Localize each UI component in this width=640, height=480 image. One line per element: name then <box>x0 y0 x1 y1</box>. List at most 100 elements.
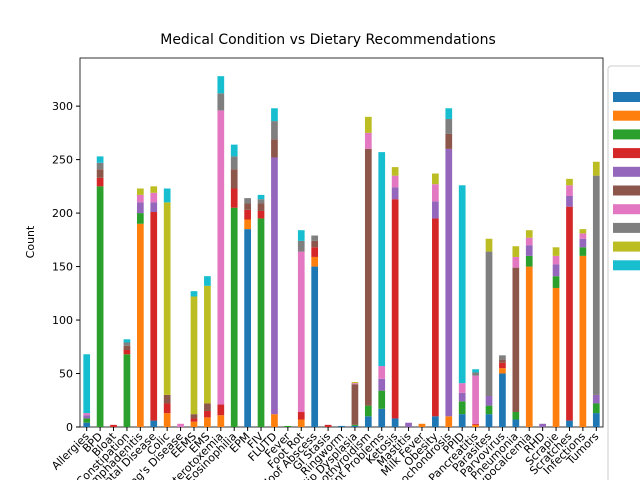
bar-segment <box>351 382 359 384</box>
bar-segment <box>579 238 587 248</box>
bar-segment <box>96 162 104 170</box>
bar-segment <box>123 339 131 343</box>
bar-segment <box>311 256 319 267</box>
bar-segment <box>136 188 144 195</box>
bar-segment <box>512 246 520 257</box>
bar-segment <box>163 403 171 414</box>
bar-segment <box>351 425 359 427</box>
bar-segment <box>364 148 372 406</box>
bar-segment <box>525 255 533 267</box>
bar-segment <box>338 425 345 427</box>
legend-swatch <box>613 222 640 233</box>
bar-segment <box>445 108 453 119</box>
bar-segment <box>163 188 171 203</box>
bar-segment <box>432 173 439 185</box>
y-tick-label: 200 <box>52 207 73 220</box>
legend-swatch <box>613 92 640 102</box>
bar-segment <box>579 233 587 239</box>
bar-segment <box>217 76 225 94</box>
bar-segment <box>230 156 238 170</box>
bar-segment <box>364 132 372 149</box>
bar-segment <box>244 203 251 210</box>
bar-segment <box>552 255 560 265</box>
bar-segment <box>96 186 104 427</box>
bar-segment <box>230 144 238 157</box>
y-tick-label: 250 <box>52 154 73 167</box>
bar-segment <box>204 417 211 427</box>
bar-segment <box>512 256 520 268</box>
bar-segment <box>391 175 399 188</box>
bar-segment <box>311 235 319 241</box>
bar-segment <box>123 349 131 355</box>
bar-segment <box>190 296 198 415</box>
bar-segment <box>458 392 466 402</box>
bar-segment <box>472 424 479 427</box>
legend-swatch <box>613 166 640 177</box>
bar-segment <box>123 342 131 346</box>
bar-segment <box>364 405 372 417</box>
legend-swatch <box>613 110 640 121</box>
bar-segment <box>432 218 439 417</box>
bar-segment <box>257 199 265 204</box>
y-tick-label: 50 <box>59 368 73 381</box>
bar-segment <box>244 219 251 230</box>
bar-segment <box>257 218 265 427</box>
bar-segment <box>217 415 225 427</box>
bar-segment <box>311 247 319 257</box>
bar-segment <box>485 414 493 427</box>
legend-swatch <box>613 148 640 159</box>
bar-segment <box>297 419 305 427</box>
y-axis-label: Count <box>24 225 37 258</box>
bar-segment <box>150 212 158 421</box>
bar-segment <box>432 416 439 427</box>
bar-segment <box>297 251 305 413</box>
bar-segment <box>566 195 573 207</box>
bar-segment <box>257 194 265 200</box>
bar-segment <box>297 230 305 241</box>
bar-segment <box>391 199 399 419</box>
bar-segment <box>592 161 600 176</box>
bar-segment <box>150 202 158 213</box>
bar-segment <box>432 184 439 202</box>
bar-segment <box>217 110 225 405</box>
bar-segment <box>123 354 131 427</box>
bar-segment <box>458 414 466 427</box>
bar-segment <box>136 194 144 203</box>
bar-segment <box>96 156 104 163</box>
bar-segment <box>458 383 466 393</box>
y-tick-label: 0 <box>66 421 73 434</box>
bar-segment <box>566 420 573 427</box>
bar-segment <box>190 291 198 297</box>
bar-segment <box>391 187 399 200</box>
bar-segment <box>485 405 493 415</box>
bar-segment <box>311 266 319 427</box>
bar-segment <box>271 108 278 122</box>
bar-segment <box>512 267 520 413</box>
bar-segment <box>592 394 600 404</box>
bar-segment <box>432 201 439 219</box>
bar-segment <box>271 157 278 415</box>
bar-segment <box>136 223 144 427</box>
bar-segment <box>566 178 573 186</box>
bar-segment <box>311 240 319 248</box>
bar-segment <box>525 266 533 427</box>
bar-segment <box>552 287 560 427</box>
legend-swatch <box>613 260 640 271</box>
bar-segment <box>525 245 533 256</box>
bar-segment <box>83 422 91 427</box>
bar-segment <box>297 412 305 420</box>
bar-segment <box>405 422 412 427</box>
bar-segment <box>472 372 479 376</box>
plot-frame <box>79 57 604 428</box>
bar-segment <box>579 247 587 256</box>
bar-segment <box>351 383 359 385</box>
y-tick-label: 300 <box>52 100 73 113</box>
bar-segment <box>458 401 466 415</box>
bar-segment <box>525 237 533 246</box>
bar-segment <box>378 390 386 409</box>
bar-segment <box>271 121 278 140</box>
bar-segment <box>445 133 453 149</box>
bar-segment <box>499 373 506 427</box>
legend-swatch <box>613 185 640 196</box>
bar-segment <box>418 423 426 427</box>
